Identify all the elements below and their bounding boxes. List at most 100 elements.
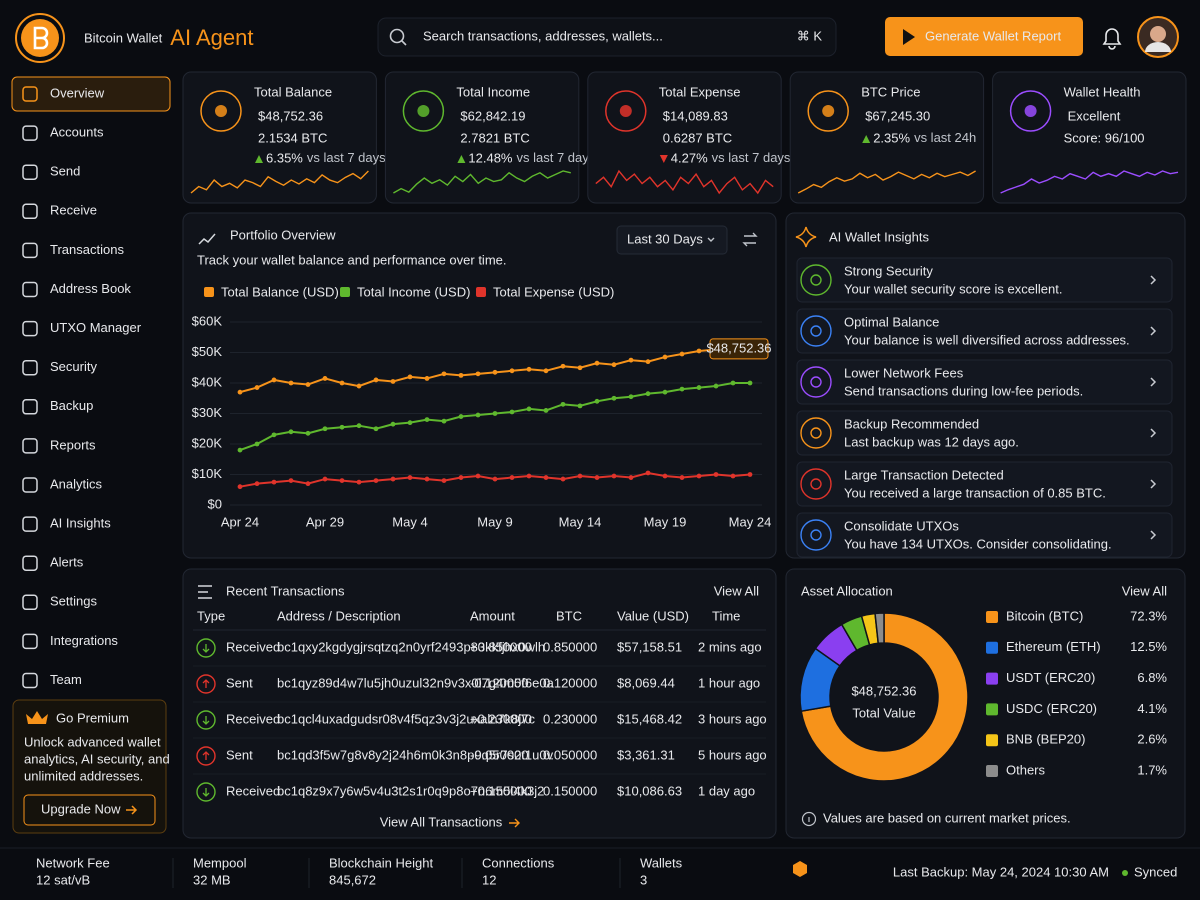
view-all[interactable]: View All [714,583,759,598]
table-cell: 0.230000 [543,711,597,726]
line-point [237,484,243,490]
brand-tag: AI Agent [170,25,253,50]
table-cell: bc1qcl4uxadgudsr08v4f5qz3v3j2uxaln7k8j7c [277,711,536,726]
table-cell: 1 day ago [698,783,755,798]
column-header: Amount [470,608,515,623]
line-point [441,371,447,377]
stat-icon-dot [215,105,227,117]
nav-item[interactable]: Send [50,164,80,179]
line-point [254,481,260,487]
chart-title: Asset Allocation [801,583,893,598]
nav-item[interactable]: Team [50,672,82,687]
stat-icon-dot [822,105,835,117]
table-cell: -0.050000 [470,747,529,762]
nav-item[interactable]: Accounts [50,125,104,140]
view-all-transactions[interactable]: View All Transactions [380,814,503,829]
legend-swatch [986,765,998,777]
stat-icon-dot [619,105,632,117]
insight-icon-dot [810,427,822,439]
stat-icon [1009,90,1052,132]
nav-item[interactable]: Reports [50,437,96,452]
report-button[interactable] [885,17,1083,56]
nav-icon [22,594,38,611]
line-point [441,418,447,424]
legend-swatch [986,703,998,716]
x-tick-label: Apr 24 [221,514,259,529]
search-box[interactable] [377,17,837,57]
nav-item[interactable]: Backup [50,398,93,413]
table-cell: +0.230000 [470,711,532,726]
change-arrow [862,135,871,143]
nav-item[interactable]: Address Book [50,281,131,296]
line-point [628,394,634,400]
table-cell: bc1qxy2kgdygjrsqtzq2n0yrf2493p83kkfjhx0w… [277,639,545,654]
insight-row[interactable] [796,461,1173,507]
bell-icon[interactable] [1102,28,1122,50]
donut-slice [800,612,969,782]
insight-row[interactable] [796,359,1173,405]
line-point [458,475,464,480]
line-point [645,391,651,397]
table-cell: 0.150000 [543,783,597,798]
status-label: Network Fee [36,855,110,870]
upgrade-button[interactable] [23,794,156,826]
line-point [645,470,651,476]
table-cell: $15,468.42 [617,711,682,726]
insight-icon [800,519,832,551]
nav-icon [22,242,38,259]
nav-item[interactable]: Transactions [50,242,124,257]
stat-period: vs last 24h [914,130,976,145]
column-header: Time [712,608,740,623]
insight-row[interactable] [796,410,1173,456]
nav-item[interactable]: Integrations [50,633,118,648]
nav-item[interactable]: Overview [50,85,105,100]
line-point [679,475,685,480]
y-tick-label: $0 [208,496,222,511]
nav-item[interactable]: Receive [50,203,97,218]
table-cell: 5 hours ago [698,747,767,762]
nav-item[interactable]: Security [50,359,97,374]
value-label: 4.1% [1137,701,1167,716]
line-point [407,420,413,426]
swap-icon[interactable] [742,232,758,247]
line-point [594,475,600,480]
tx-arrow [202,716,210,725]
nav-item[interactable]: UTXO Manager [50,320,142,335]
stat-label: Total Balance [254,84,332,99]
change-arrow [457,155,466,163]
stat-note: Score: 96/100 [1064,130,1145,145]
table-cell: -0.120000 [470,675,529,690]
view-all[interactable]: View All [1122,583,1167,598]
search-icon [389,28,405,44]
nav-item[interactable]: Analytics [50,476,103,491]
nav-item[interactable]: Alerts [50,555,84,570]
stat-period: vs last 7 days [307,150,386,165]
insight-row[interactable] [796,512,1173,558]
legend-label: Bitcoin (BTC) [1006,608,1083,623]
line-point [271,432,277,438]
nav-item[interactable]: Settings [50,594,97,609]
logo [15,13,65,63]
line-point [509,368,515,374]
table-cell: Received [226,639,280,654]
arrow-icon [509,818,520,828]
range-select[interactable] [616,225,728,255]
status-label: Blockchain Height [329,855,433,870]
insight-icon [800,315,832,347]
legend-swatch [476,287,486,297]
line-point [305,382,311,387]
line-point [560,476,566,482]
line-point [288,429,294,435]
insight-row[interactable] [796,257,1173,303]
stat-period: vs last 7 days [516,150,595,165]
insight-row[interactable] [796,308,1173,354]
line-point [407,374,413,380]
line-point [373,478,379,483]
table-cell: $10,086.63 [617,783,682,798]
stat-sub: 2.1534 BTC [258,130,327,145]
portfolio-panel [182,212,777,559]
chevron-right [1150,530,1157,540]
line-point [288,478,294,483]
line-point [339,424,345,430]
nav-item[interactable]: AI Insights [50,516,111,531]
